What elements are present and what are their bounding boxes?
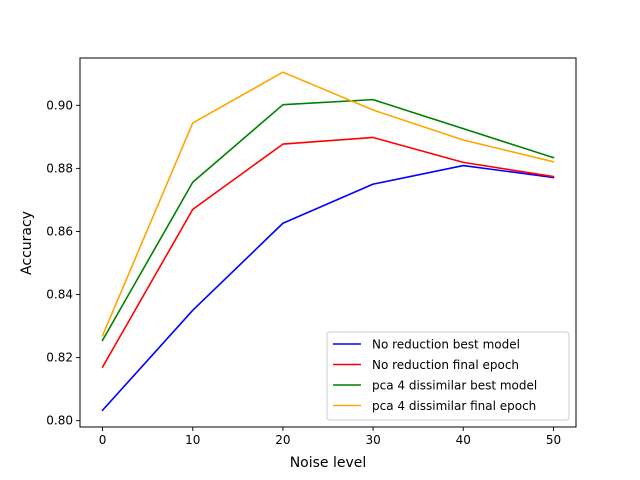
x-tick-label: 40: [456, 433, 471, 447]
y-tick-label: 0.86: [46, 224, 73, 238]
series-line-4: [101, 71, 555, 337]
legend-box: [326, 331, 570, 421]
series-line-3: [101, 98, 555, 342]
x-tick-label: 30: [365, 433, 380, 447]
plot-frame: [79, 57, 577, 428]
y-tick-label: 0.84: [46, 288, 73, 302]
y-tick-label: 0.80: [46, 414, 73, 428]
legend-label: pca 4 dissimilar best model: [372, 379, 537, 393]
legend: No reduction best model No reduction fina…: [326, 331, 570, 421]
legend-label: No reduction final epoch: [372, 358, 519, 372]
y-tick-label: 0.90: [46, 98, 73, 112]
y-axis-label: Accuracy: [19, 211, 35, 275]
y-tick-label: 0.82: [46, 351, 73, 365]
legend-label: pca 4 dissimilar final epoch: [372, 399, 536, 413]
y-tick-label: 0.88: [46, 161, 73, 175]
series-layer: [101, 71, 555, 412]
legend-label: No reduction best model: [372, 338, 520, 352]
y-axis: 0.80 0.82 0.84 0.86 0.88 0.90: [46, 98, 80, 428]
x-tick-label: 50: [546, 433, 561, 447]
x-tick-label: 0: [99, 433, 107, 447]
x-tick-label: 20: [275, 433, 290, 447]
x-axis-label: Noise level: [290, 455, 367, 471]
x-axis: 0 10 20 30 40 50: [99, 427, 561, 447]
series-line-1: [101, 164, 555, 412]
series-line-2: [101, 136, 555, 369]
x-tick-label: 10: [185, 433, 200, 447]
